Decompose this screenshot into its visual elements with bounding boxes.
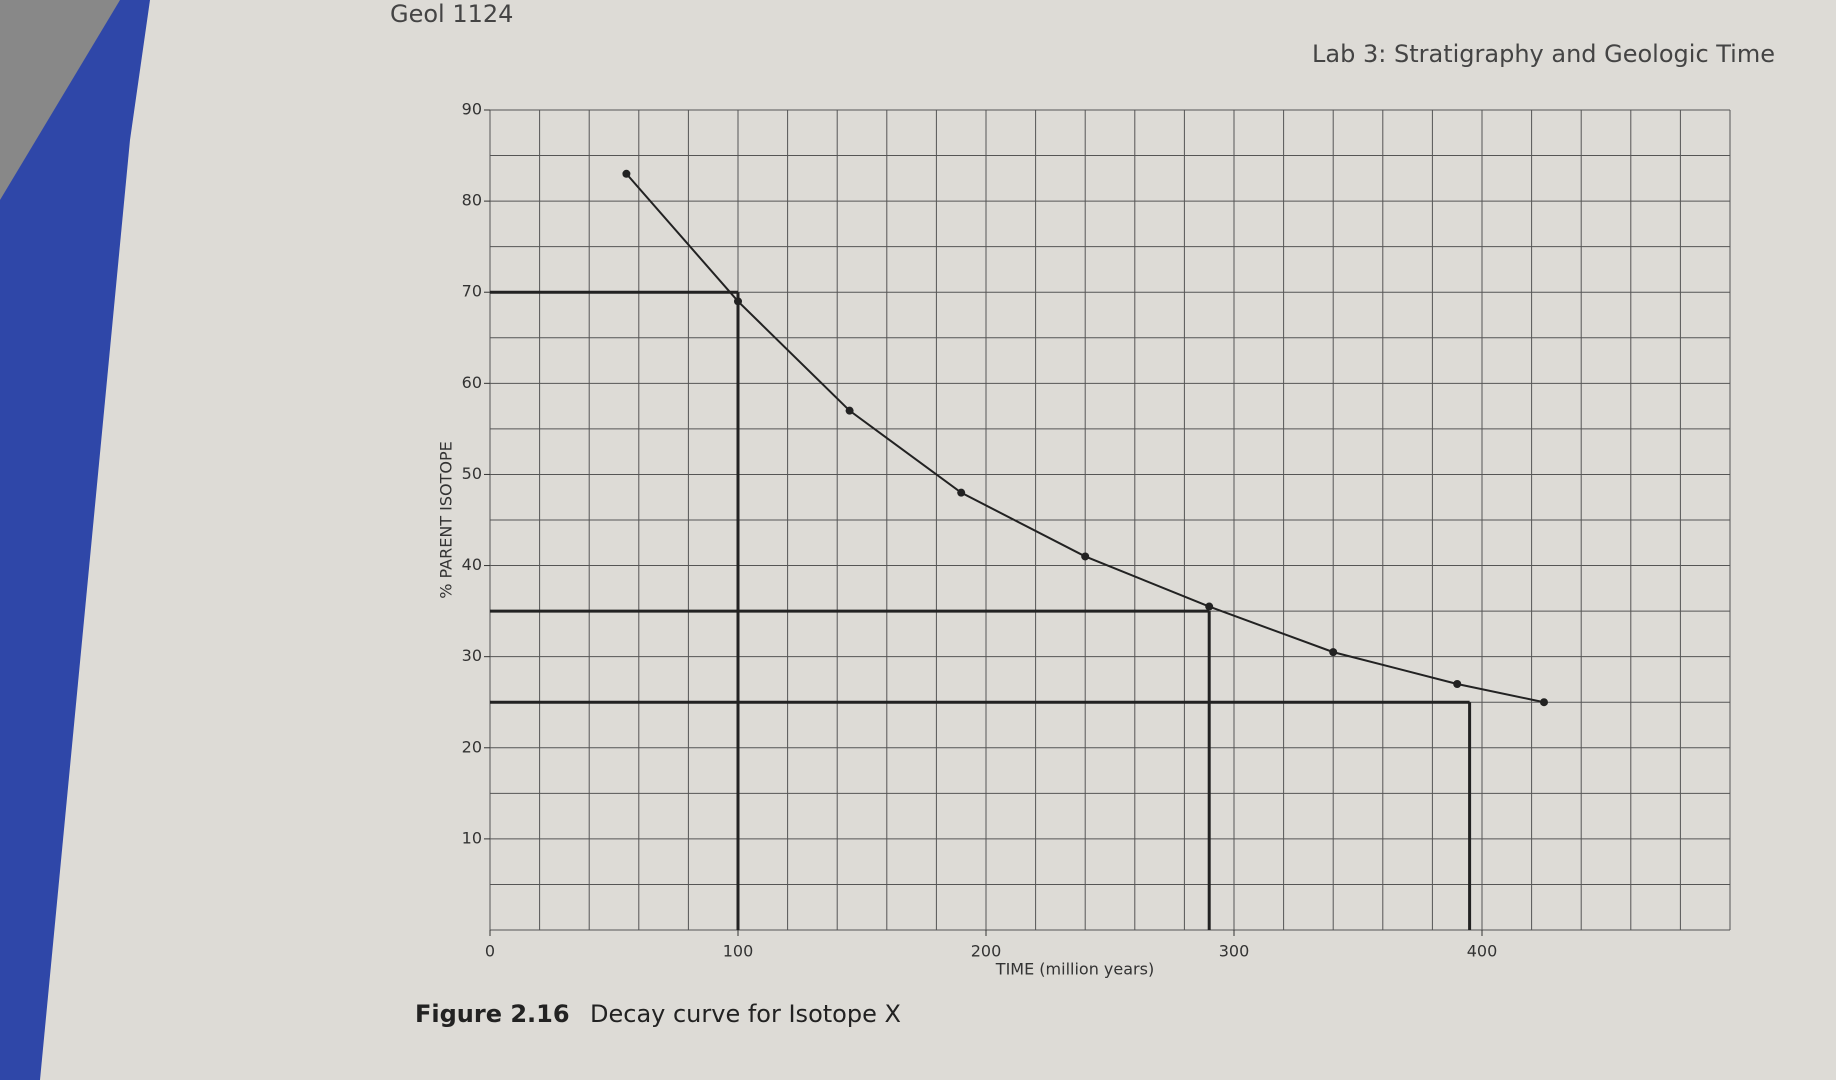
x-tick-label: 100 — [723, 942, 754, 961]
data-point — [957, 488, 966, 497]
x-tick-label: 0 — [485, 942, 495, 961]
caption-number: Figure 2.16 — [415, 1000, 570, 1028]
x-axis-label: TIME (million years) — [995, 960, 1154, 979]
y-axis-label: % PARENT ISOTOPE — [437, 441, 456, 599]
data-point — [622, 169, 631, 178]
background — [0, 0, 120, 200]
x-tick-label: 400 — [1467, 942, 1498, 961]
y-tick-label: 40 — [462, 555, 482, 574]
x-tick-label: 200 — [971, 942, 1002, 961]
y-tick-label: 30 — [462, 646, 482, 665]
lab-title: Lab 3: Stratigraphy and Geologic Time — [1312, 40, 1775, 68]
data-point — [1540, 698, 1548, 707]
y-tick-label: 60 — [462, 373, 482, 392]
data-point — [1205, 602, 1214, 611]
y-tick-label: 90 — [462, 100, 482, 119]
data-point — [1453, 680, 1462, 688]
data-point — [734, 297, 742, 306]
header: Geol 1124 — [390, 0, 513, 28]
paper — [40, 0, 1836, 1080]
data-point — [845, 406, 854, 415]
y-tick-label: 10 — [462, 828, 482, 847]
y-tick-label: 50 — [462, 464, 482, 483]
caption-text: Decay curve for Isotope X — [590, 1000, 901, 1028]
data-point — [1081, 552, 1090, 561]
data-point — [1329, 648, 1338, 657]
y-tick-label: 80 — [462, 191, 482, 210]
x-tick-label: 300 — [1219, 942, 1250, 961]
y-tick-label: 20 — [462, 737, 482, 756]
y-tick-label: 70 — [462, 282, 482, 301]
